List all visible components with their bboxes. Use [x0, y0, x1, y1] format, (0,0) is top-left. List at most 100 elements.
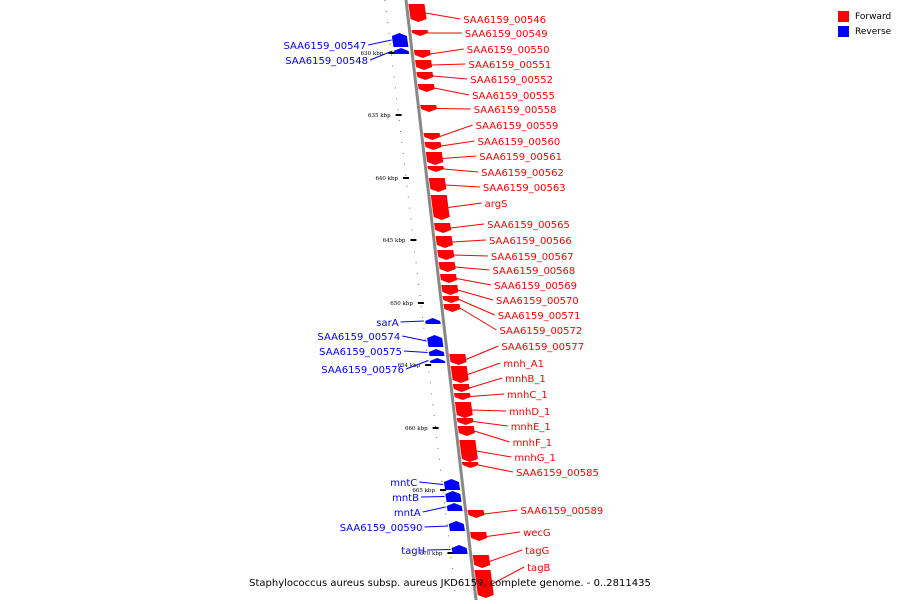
forward-gene-wecG [470, 532, 488, 541]
forward-gene-SAA6159_00552 [416, 72, 434, 80]
reverse-gene-leader [405, 360, 429, 370]
forward-gene-tagB [474, 570, 494, 598]
forward-gene-label: SAA6159_00570 [496, 296, 579, 307]
forward-gene-label: SAA6159_00559 [476, 121, 559, 132]
reverse-gene-SAA6159_00547 [391, 33, 409, 47]
reverse-gene-SAA6159_00575 [428, 349, 445, 356]
forward-gene-label: tagB [527, 563, 550, 574]
legend-forward-label: Forward [855, 11, 892, 22]
forward-gene-leader [450, 223, 485, 229]
legend: Forward Reverse [838, 9, 891, 39]
reverse-gene-label: tagH [401, 546, 425, 557]
forward-gene-mnhG_1 [459, 440, 478, 462]
forward-gene-leader [425, 12, 461, 20]
reverse-gene-leader [369, 50, 393, 61]
forward-gene-mnhF_1 [457, 426, 475, 436]
forward-gene-label: mnhG_1 [514, 453, 556, 464]
forward-gene-leader [452, 239, 487, 243]
legend-reverse: Reverse [838, 24, 891, 39]
forward-gene-mnhE_1 [456, 418, 474, 425]
forward-gene-label: SAA6159_00552 [470, 75, 553, 86]
reverse-gene-label: SAA6159_00576 [321, 365, 404, 376]
forward-gene-label: mnh_A1 [503, 359, 544, 370]
forward-gene-label: tagG [525, 546, 549, 557]
forward-gene-SAA6159_00568 [438, 262, 456, 272]
reverse-gene-leader [368, 39, 392, 46]
genome-axis-line [404, 0, 478, 604]
reverse-gene-sarA [425, 318, 441, 324]
forward-gene-leader [443, 168, 479, 173]
forward-gene-label: SAA6159_00571 [498, 311, 581, 322]
reverse-gene-SAA6159_00590 [448, 521, 465, 531]
forward-gene-mnhC_1 [453, 393, 471, 400]
forward-gene-label: SAA6159_00569 [494, 281, 577, 292]
forward-gene-label: SAA6159_00572 [500, 326, 583, 337]
forward-gene-SAA6159_00565 [434, 223, 452, 233]
forward-gene-argS [430, 195, 450, 220]
forward-gene-leader [432, 75, 468, 80]
reverse-gene-label: mntC [390, 478, 417, 489]
genome-caption: Staphylococcus aureus subsp. aureus JKD6… [249, 578, 651, 589]
forward-gene-SAA6159_00563 [428, 178, 447, 192]
forward-gene-label: SAA6159_00560 [477, 137, 560, 148]
forward-gene-leader [431, 63, 466, 66]
forward-gene-label: SAA6159_00585 [516, 468, 599, 479]
forward-gene-SAA6159_00567 [437, 250, 455, 260]
legend-reverse-label: Reverse [855, 26, 892, 37]
reverse-gene-label: mntA [394, 508, 421, 519]
reverse-gene-mntB [445, 491, 462, 502]
forward-gene-leader [465, 345, 499, 360]
forward-gene-label: SAA6159_00563 [483, 183, 566, 194]
reverse-gene-tagH [451, 545, 468, 554]
forward-gene-SAA6159_00560 [424, 142, 442, 150]
forward-gene-leader [474, 430, 510, 443]
reverse-gene-leader [420, 496, 445, 498]
scale-tick-label: 630 kbp [361, 51, 384, 57]
forward-gene-label: mnhC_1 [507, 390, 548, 401]
forward-gene-leader [491, 566, 525, 585]
forward-gene-SAA6159_00549 [411, 30, 429, 36]
forward-gene-label: SAA6159_00550 [467, 45, 550, 56]
reverse-gene-label: SAA6159_00575 [319, 347, 402, 358]
forward-gene-label: mnhD_1 [509, 407, 550, 418]
scale-tick-label: 670 kbp [420, 551, 443, 557]
reverse-gene-mntC [443, 479, 461, 490]
reverse-gene-label: sarA [376, 318, 398, 329]
forward-gene-label: SAA6159_00568 [493, 266, 576, 277]
scale-tick-label: 665 kbp [412, 488, 435, 494]
reverse-gene-SAA6159_00576 [429, 358, 446, 363]
forward-gene-leader [430, 48, 464, 55]
forward-gene-SAA6159_00562 [427, 166, 445, 172]
scale-tick-label: 635 kbp [368, 113, 391, 119]
forward-gene-SAA6159_00571 [442, 296, 460, 303]
reverse-gene-leader [422, 506, 446, 513]
forward-gene-SAA6159_00559 [423, 133, 441, 140]
forward-gene-label: SAA6159_00551 [468, 60, 551, 71]
legend-forward: Forward [838, 9, 891, 24]
scale-tick-label: 654 kbp [398, 363, 421, 369]
forward-gene-SAA6159_00569 [439, 274, 458, 283]
forward-gene-SAA6159_00558 [420, 105, 438, 112]
scale-tick-label: 660 kbp [405, 426, 428, 432]
forward-gene-label: SAA6159_00589 [521, 506, 604, 517]
reverse-gene-label: SAA6159_00590 [340, 523, 423, 534]
reverse-gene-leader [424, 525, 448, 528]
reverse-gene-leader [400, 320, 424, 323]
forward-gene-SAA6159_00551 [415, 60, 433, 70]
forward-gene-leader [442, 155, 477, 159]
forward-gene-leader [459, 307, 497, 331]
reverse-gene-label: mntB [392, 493, 419, 504]
forward-gene-label: SAA6159_00558 [474, 105, 557, 116]
forward-gene-SAA6159_00589 [467, 510, 485, 518]
forward-gene-leader [486, 531, 521, 537]
forward-gene-label: mnhB_1 [505, 374, 546, 385]
forward-gene-leader [456, 278, 492, 286]
forward-gene-label: SAA6159_00567 [491, 252, 574, 263]
forward-gene-mnhB_1 [452, 384, 470, 392]
forward-gene-label: SAA6159_00561 [479, 152, 562, 163]
forward-gene-label: argS [485, 199, 508, 210]
reverse-gene-label: SAA6159_00547 [283, 41, 366, 52]
forward-gene-leader [448, 202, 482, 208]
forward-gene-label: SAA6159_00565 [487, 220, 570, 231]
